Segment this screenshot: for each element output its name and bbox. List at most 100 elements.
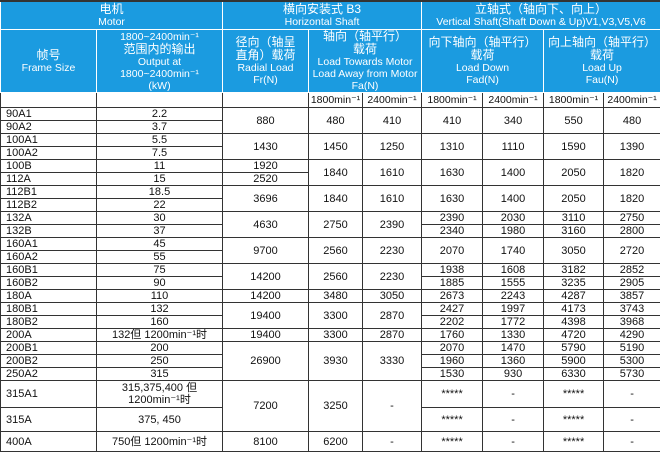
table-cell: 250: [97, 355, 223, 368]
frame-size-cell: 100A1: [1, 134, 97, 147]
speed-header: 1800min⁻¹: [544, 93, 604, 108]
table-cell: 1920: [223, 160, 309, 173]
table-cell: -: [604, 381, 660, 408]
table-cell: 1110: [483, 134, 544, 160]
table-cell: 132但 1200min⁻¹时: [97, 329, 223, 342]
table-cell: 1360: [483, 355, 544, 368]
table-cell: 30: [97, 212, 223, 225]
table-cell: 2050: [544, 186, 604, 212]
table-cell: 1330: [483, 329, 544, 342]
table-cell: 1840: [309, 186, 363, 212]
table-cell: 1840: [309, 160, 363, 186]
table-cell: *****: [544, 408, 604, 432]
table-cell: 3300: [309, 329, 363, 342]
table-cell: 5.5: [97, 134, 223, 147]
table-cell: 3743: [604, 303, 660, 316]
frame-size-cell: 315A: [1, 408, 97, 432]
frame-size-cell: 180A: [1, 290, 97, 303]
table-cell: 3930: [309, 342, 363, 381]
table-cell: 2070: [422, 238, 483, 264]
table-cell: 2750: [604, 212, 660, 225]
table-cell: 2390: [363, 212, 422, 238]
table-cell: 480: [309, 108, 363, 134]
table-cell: 4290: [604, 329, 660, 342]
frame-size-cell: 200A: [1, 329, 97, 342]
speed-header: 1800min⁻¹: [309, 93, 363, 108]
table-cell: *****: [544, 432, 604, 452]
table-cell: 3050: [363, 290, 422, 303]
table-cell: 2560: [309, 238, 363, 264]
table-cell: 410: [422, 108, 483, 134]
table-cell: 340: [483, 108, 544, 134]
table-cell: 1390: [604, 134, 660, 160]
table-cell: 1400: [483, 186, 544, 212]
table-cell: 4287: [544, 290, 604, 303]
table-cell: 110: [97, 290, 223, 303]
table-cell: 19400: [223, 329, 309, 342]
table-cell: 1590: [544, 134, 604, 160]
table-cell: 5190: [604, 342, 660, 355]
speed-header: 2400min⁻¹: [363, 93, 422, 108]
table-cell: 930: [483, 368, 544, 381]
table-cell: 2852: [604, 264, 660, 277]
table-cell: 1885: [422, 277, 483, 290]
table-cell: 1772: [483, 316, 544, 329]
speed-header: 1800min⁻¹: [422, 93, 483, 108]
table-cell: 6200: [309, 432, 363, 452]
table-cell: 26900: [223, 342, 309, 381]
table-cell: 3.7: [97, 121, 223, 134]
vertical-group-header: 立轴式（轴向下、向上）Vertical Shaft(Shaft Down & U…: [422, 1, 660, 30]
table-cell: 3968: [604, 316, 660, 329]
frame-size-cell: 100B: [1, 160, 97, 173]
table-cell: 90: [97, 277, 223, 290]
table-cell: 480: [604, 108, 660, 134]
table-cell: 2050: [544, 160, 604, 186]
table-cell: -: [604, 408, 660, 432]
table-cell: 2202: [422, 316, 483, 329]
table-cell: 7.5: [97, 147, 223, 160]
table-cell: 375, 450: [97, 408, 223, 432]
table-cell: 4720: [544, 329, 604, 342]
frame-size-cell: 112B2: [1, 199, 97, 212]
table-cell: 2870: [363, 329, 422, 342]
table-cell: 1938: [422, 264, 483, 277]
table-cell: 18.5: [97, 186, 223, 199]
table-cell: 3160: [544, 225, 604, 238]
table-cell: 1430: [223, 134, 309, 160]
table-cell: 1820: [604, 160, 660, 186]
table-cell: 750但 1200min⁻¹时: [97, 432, 223, 452]
speed-header: 2400min⁻¹: [483, 93, 544, 108]
table-cell: 1530: [422, 368, 483, 381]
speed-header: 2400min⁻¹: [604, 93, 660, 108]
table-cell: 2340: [422, 225, 483, 238]
table-cell: 315,375,400 但1200min⁻¹时: [97, 381, 223, 408]
speed-blank: [223, 93, 309, 108]
table-cell: 1630: [422, 186, 483, 212]
table-cell: 880: [223, 108, 309, 134]
table-cell: 2390: [422, 212, 483, 225]
table-cell: 1740: [483, 238, 544, 264]
table-cell: 55: [97, 251, 223, 264]
table-cell: 3300: [309, 303, 363, 329]
table-cell: 11: [97, 160, 223, 173]
table-cell: *****: [544, 381, 604, 408]
table-cell: 2243: [483, 290, 544, 303]
table-cell: 200: [97, 342, 223, 355]
table-cell: 75: [97, 264, 223, 277]
frame-size-cell: 160B1: [1, 264, 97, 277]
frame-size-cell: 400A: [1, 432, 97, 452]
frame-size-cell: 112A: [1, 173, 97, 186]
table-cell: 14200: [223, 264, 309, 290]
table-cell: -: [483, 408, 544, 432]
